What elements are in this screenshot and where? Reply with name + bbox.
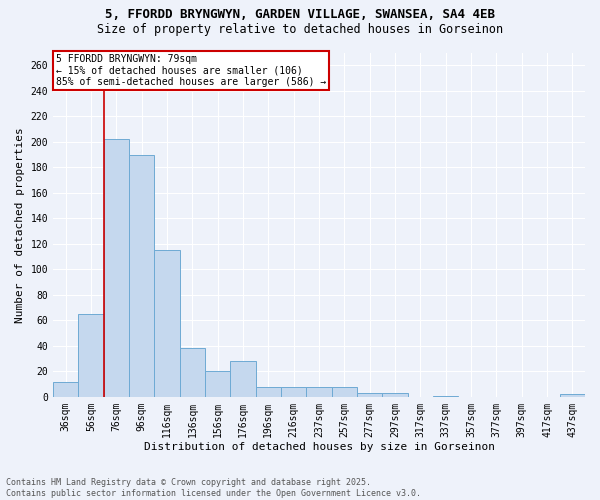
Bar: [79, 314, 104, 397]
Bar: [179, 348, 205, 397]
Bar: [53, 382, 79, 397]
X-axis label: Distribution of detached houses by size in Gorseinon: Distribution of detached houses by size …: [143, 442, 494, 452]
Text: Size of property relative to detached houses in Gorseinon: Size of property relative to detached ho…: [97, 22, 503, 36]
Bar: [205, 372, 230, 397]
Bar: [281, 386, 307, 397]
Text: 5 FFORDD BRYNGWYN: 79sqm
← 15% of detached houses are smaller (106)
85% of semi-: 5 FFORDD BRYNGWYN: 79sqm ← 15% of detach…: [56, 54, 326, 88]
Bar: [129, 154, 154, 397]
Bar: [154, 250, 179, 397]
Bar: [256, 386, 281, 397]
Bar: [230, 361, 256, 397]
Bar: [307, 386, 332, 397]
Y-axis label: Number of detached properties: Number of detached properties: [15, 127, 25, 322]
Text: 5, FFORDD BRYNGWYN, GARDEN VILLAGE, SWANSEA, SA4 4EB: 5, FFORDD BRYNGWYN, GARDEN VILLAGE, SWAN…: [105, 8, 495, 20]
Bar: [332, 386, 357, 397]
Bar: [382, 393, 407, 397]
Bar: [560, 394, 585, 397]
Bar: [357, 393, 382, 397]
Text: Contains HM Land Registry data © Crown copyright and database right 2025.
Contai: Contains HM Land Registry data © Crown c…: [6, 478, 421, 498]
Bar: [104, 139, 129, 397]
Bar: [433, 396, 458, 397]
